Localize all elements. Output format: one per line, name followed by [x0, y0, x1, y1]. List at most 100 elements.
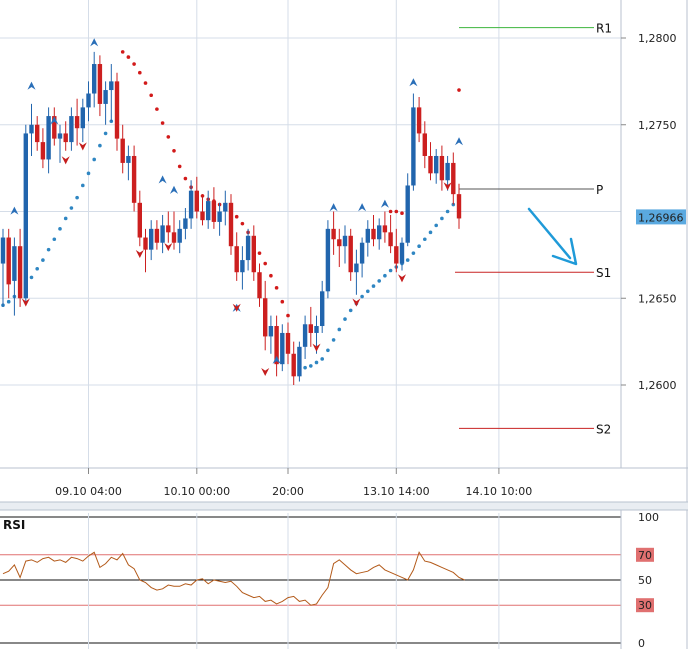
sar-dot-up [92, 157, 96, 162]
sar-dot-up [81, 183, 85, 188]
candle-body [234, 246, 239, 273]
candle-body [325, 228, 331, 292]
sar-dot-up [98, 143, 102, 148]
candle-body [166, 225, 171, 233]
pivot-levels: R1 P S1 S2 [455, 22, 612, 436]
candle-body [74, 116, 80, 129]
price-tick-label: 1,2600 [638, 379, 677, 392]
candle-body [69, 116, 74, 143]
sar-dot-up [326, 348, 330, 353]
candle-body [206, 201, 211, 221]
sar-dot-down [234, 214, 239, 219]
candle-body [183, 218, 188, 229]
candle-body [154, 228, 160, 243]
fractal-down-icon [312, 343, 321, 352]
candle-body [297, 346, 302, 377]
price-tick-label: 1,2650 [638, 292, 677, 305]
sar-dot-down [286, 313, 290, 318]
fractal-down-icon [232, 303, 241, 312]
candle-body [451, 162, 456, 195]
sar-dot-down [160, 121, 165, 125]
candle-body [46, 116, 51, 160]
fractal-down-icon [164, 243, 173, 252]
sar-dot-down [280, 299, 285, 304]
sar-dot-up [29, 275, 34, 280]
candle-body [86, 93, 91, 108]
forecast-arrow [527, 207, 578, 266]
candle-body [365, 228, 370, 243]
candle-body [411, 107, 416, 186]
candle-body [291, 353, 296, 377]
candle-body [434, 155, 439, 174]
candlesticks [0, 51, 462, 385]
rsi-line [2, 551, 465, 606]
fractal-down-icon [135, 249, 144, 259]
candle-body [245, 235, 251, 261]
candle-body [377, 225, 382, 240]
current-price-label: 1,26966 [638, 211, 684, 224]
candle-body [456, 194, 462, 219]
sar-dot-up [86, 171, 91, 176]
candle-body [23, 133, 28, 299]
sar-dot-down [172, 148, 176, 153]
sar-dot-up [69, 206, 74, 210]
sar-dot-up [405, 258, 410, 262]
candle-body [422, 133, 427, 156]
sar-dot-up [377, 279, 382, 283]
candle-body [149, 228, 154, 250]
sar-dot-up [348, 308, 353, 313]
sar-dot-up [35, 266, 39, 271]
candle-body [188, 190, 194, 219]
candle-body [92, 64, 97, 94]
rsi-title: RSI [3, 518, 25, 532]
candle-body [143, 237, 148, 250]
sar-dot-down [132, 62, 136, 66]
candle-body [302, 324, 308, 347]
candle-body [280, 332, 285, 365]
sar-dot-up [331, 338, 336, 342]
candle-body [57, 133, 63, 139]
pivot-label-s1: S1 [596, 266, 611, 280]
sar-dot-up [366, 289, 370, 294]
fractal-up-icon [272, 355, 281, 364]
candle-body [6, 237, 11, 285]
fractal-down-icon [78, 142, 87, 151]
candle-body [200, 211, 205, 221]
sar-dot-down [274, 286, 279, 290]
candle-body [331, 228, 336, 240]
rsi-axis-label: 100 [638, 511, 659, 524]
price-tick-label: 1,2750 [638, 119, 677, 132]
candle-body [314, 326, 319, 333]
fractal-down-icon [61, 156, 70, 165]
candle-body [394, 246, 399, 264]
sar-dot-up [41, 258, 45, 262]
candle-body [240, 260, 245, 273]
sar-dot-up [314, 360, 319, 365]
time-tick-label: 10.10 00:00 [163, 485, 230, 498]
rsi-level-badge [636, 547, 654, 562]
rsi-level-badge [636, 598, 654, 613]
sar-dot-down [177, 164, 182, 169]
fractal-up-icon [409, 78, 418, 87]
sar-dot-down [138, 70, 142, 75]
candle-body [320, 291, 325, 327]
sar-dot-up [52, 237, 57, 242]
candle-body [257, 272, 262, 299]
candle-body [416, 107, 422, 134]
candle-body [29, 124, 34, 134]
candle-body [382, 225, 388, 233]
candle-body [388, 232, 393, 247]
candle-body [359, 242, 365, 264]
rsi-axis-label: 0 [638, 637, 645, 649]
fractal-markers [10, 38, 464, 377]
time-tick-label: 14.10 10:00 [466, 485, 533, 498]
candle-body [285, 332, 291, 354]
sar-dot-down [394, 209, 399, 214]
panel-separator [0, 502, 688, 510]
fractal-down-icon [352, 298, 361, 307]
candle-body [12, 246, 17, 281]
candle-body [354, 263, 359, 273]
sar-dot-up [103, 131, 108, 136]
candle-body [171, 232, 177, 243]
